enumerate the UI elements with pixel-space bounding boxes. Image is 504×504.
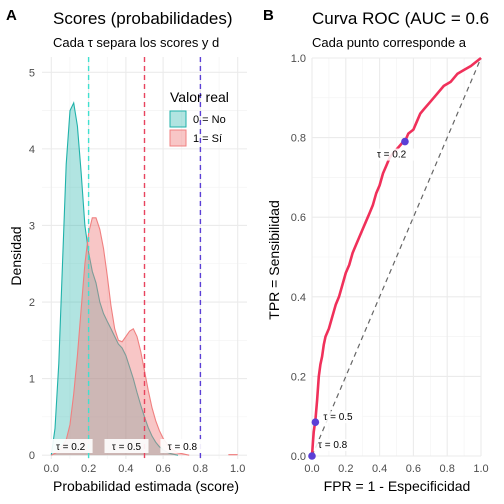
density-y-axis-label: Densidad: [8, 226, 24, 285]
roc-point-label: τ = 0.2: [377, 150, 407, 161]
y-tick-label: 1: [29, 374, 35, 386]
x-tick-label: 0.0: [44, 463, 59, 475]
threshold-label-bg: [104, 439, 149, 453]
y-tick-label: 0.8: [291, 133, 306, 145]
density-legend: Valor real 0 = No 1 = Sí: [169, 89, 229, 147]
legend-key-si: [169, 129, 187, 147]
x-tick-label: 0.2: [81, 463, 96, 475]
threshold-label-bg: [160, 439, 205, 453]
y-tick-label: 0.4: [291, 292, 306, 304]
y-tick-label: 1.0: [291, 53, 306, 65]
density-subtitle: Cada τ separa los scores y d: [53, 35, 219, 50]
x-tick-label: 1.0: [230, 463, 245, 475]
roc-point-label-bg: [373, 148, 416, 161]
density-area-no: [51, 102, 178, 456]
roc-threshold-point: [308, 452, 316, 460]
legend-label-no: 0 = No: [193, 114, 226, 126]
x-tick-label: 0.4: [118, 463, 133, 475]
panel-a-label: A: [6, 7, 17, 24]
legend-title: Valor real: [170, 89, 229, 105]
density-area-si: [51, 217, 190, 456]
roc-title: Curva ROC (AUC = 0.6: [312, 9, 489, 28]
density-x-axis-label: Probabilidad estimada (score): [53, 478, 239, 494]
roc-threshold-points: τ = 0.2 τ = 0.5 τ = 0.8: [308, 137, 416, 460]
panel-b-label: B: [263, 7, 274, 24]
x-tick-label: 0.6: [155, 463, 170, 475]
roc-threshold-point: [311, 418, 320, 426]
roc-point-label: τ = 0.8: [318, 440, 348, 451]
y-tick-label: 0.0: [291, 451, 306, 463]
threshold-label: τ = 0.2: [56, 442, 86, 453]
density-tick-labels: 0.0 0.2 0.4 0.6 0.8 1.0 0 1 2 3 4 5: [29, 67, 245, 475]
y-tick-label: 3: [29, 220, 35, 232]
diagonal-reference-line: [311, 57, 482, 457]
threshold-label-bg: [48, 439, 93, 453]
x-tick-label: 0.4: [372, 463, 387, 475]
y-tick-label: 0.6: [291, 212, 306, 224]
x-tick-label: 0.8: [193, 463, 208, 475]
density-line-no: [50, 101, 179, 456]
x-tick-label: 0.2: [338, 463, 353, 475]
y-tick-label: 4: [29, 144, 35, 156]
x-tick-label: 0.6: [406, 463, 421, 475]
threshold-label: τ = 0.8: [168, 442, 198, 453]
roc-x-axis-label: FPR = 1 - Especificidad: [324, 478, 471, 494]
y-tick-label: 5: [29, 67, 35, 79]
x-tick-label: 0.0: [304, 463, 319, 475]
roc-subtitle: Cada punto corresponde a: [312, 35, 467, 50]
density-title: Scores (probabilidades): [53, 9, 233, 28]
roc-curve: [310, 56, 482, 457]
y-tick-label: 0.2: [291, 371, 306, 383]
x-tick-label: 0.8: [440, 463, 455, 475]
roc-y-axis-label: TPR = Sensibilidad: [266, 200, 282, 319]
density-thresholds: τ = 0.2 τ = 0.5 τ = 0.8: [48, 57, 205, 459]
x-tick-label: 1.0: [473, 463, 488, 475]
roc-gridlines: [311, 57, 482, 457]
roc-threshold-point: [401, 137, 409, 146]
y-tick-label: 2: [29, 297, 35, 309]
roc-panel: B Curva ROC (AUC = 0.6 Cada punto corres…: [263, 7, 489, 494]
y-tick-label: 0: [29, 450, 35, 462]
legend-key-no: [169, 110, 187, 128]
roc-point-label-bg: [320, 411, 363, 424]
density-panel: A Scores (probabilidades) Cada τ separa …: [6, 7, 247, 494]
threshold-label: τ = 0.5: [112, 442, 142, 453]
roc-lines: [310, 56, 482, 457]
roc-point-label-bg: [315, 439, 357, 451]
roc-point-label: τ = 0.5: [323, 412, 353, 423]
legend-label-si: 1 = Sí: [193, 133, 222, 145]
roc-tick-labels: 0.0 0.2 0.4 0.6 0.8 1.0 0.0 0.2 0.4 0.6 0.8 1.0: [291, 53, 489, 475]
